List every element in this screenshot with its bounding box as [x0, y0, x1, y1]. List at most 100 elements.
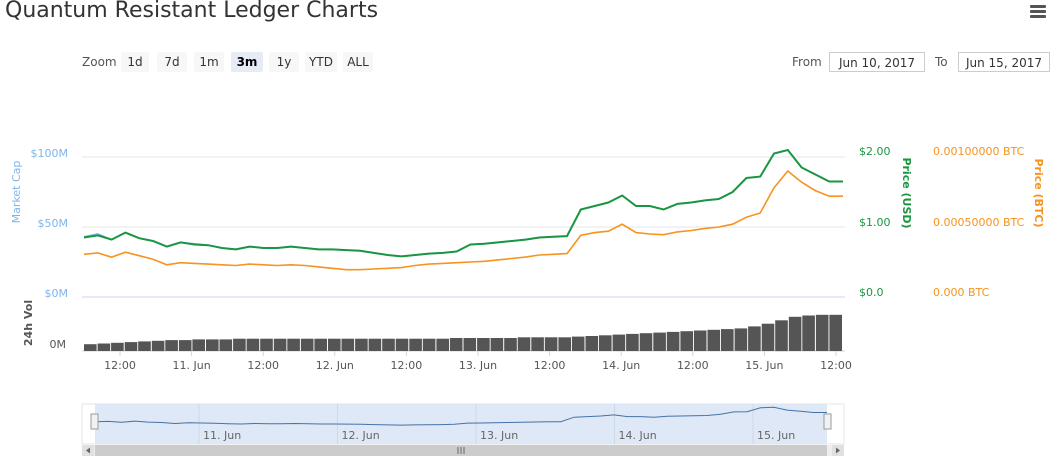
volume-bar	[260, 338, 273, 351]
market-cap-tick: $100M	[31, 147, 69, 160]
volume-bar	[815, 314, 829, 351]
volume-bar	[355, 338, 368, 351]
btc-tick: 0.00050000 BTC	[933, 216, 1025, 229]
hamburger-menu-icon[interactable]	[1030, 5, 1046, 19]
market-cap-line	[83, 149, 843, 258]
page-title: Quantum Resistant Ledger Charts	[5, 0, 379, 23]
volume-bar	[558, 337, 571, 351]
volume-bar	[206, 339, 219, 351]
volume-bar	[138, 341, 151, 351]
volume-bar	[680, 331, 693, 351]
volume-bar	[829, 314, 842, 351]
volume-bar	[666, 331, 680, 351]
zoom-7d-button[interactable]: 7d	[157, 52, 187, 72]
volume-bar	[436, 338, 449, 351]
volume-bar	[219, 339, 233, 351]
volume-bar	[300, 338, 314, 351]
volume-bar	[287, 338, 300, 351]
volume-bar	[748, 326, 761, 351]
zoom-ytd-button[interactable]: YTD	[305, 52, 337, 72]
volume-bar	[328, 338, 341, 351]
volume-bar	[612, 334, 626, 351]
usd-axis-title: Price (USD)	[900, 157, 913, 228]
x-tick-label: 12:00	[534, 359, 566, 372]
x-tick-label: 12:00	[820, 359, 852, 372]
usd-tick: $1.00	[859, 216, 891, 229]
volume-bar	[531, 337, 544, 351]
volume-bar	[246, 338, 260, 351]
volume-bar	[585, 336, 599, 351]
grid-lines	[82, 156, 845, 352]
x-tick-label: 12:00	[104, 359, 136, 372]
volume-bar	[599, 335, 612, 351]
volume-bar	[314, 338, 327, 351]
usd-tick: $0.0	[859, 286, 884, 299]
x-tick-label: 11. Jun	[173, 359, 211, 372]
scrollbar-grip-icon	[457, 447, 465, 454]
volume-bar	[409, 338, 422, 351]
btc-axis-title: Price (BTC)	[1032, 158, 1045, 227]
volume-bar	[653, 332, 666, 351]
x-tick-label: 15. Jun	[745, 359, 783, 372]
btc-tick: 0.000 BTC	[933, 286, 990, 299]
x-tick-label: 13. Jun	[459, 359, 497, 372]
zoom-1m-button[interactable]: 1m	[194, 52, 224, 72]
navigator-left-handle[interactable]	[90, 413, 99, 430]
navigator-tick-label: 12. Jun	[342, 429, 380, 442]
volume-bar	[788, 316, 802, 351]
volume-bar	[151, 340, 165, 352]
volume-bar	[382, 338, 395, 351]
volume-bar	[341, 338, 355, 351]
zoom-3m-button[interactable]: 3m	[231, 52, 263, 72]
volume-bar	[192, 339, 205, 351]
volume-axis-title: 24h Vol	[22, 300, 35, 346]
series-lines	[83, 148, 843, 271]
volume-bar	[504, 338, 517, 351]
btc-tick: 0.00100000 BTC	[933, 145, 1025, 158]
volume-bar	[693, 330, 707, 351]
x-tick-label: 14. Jun	[602, 359, 640, 372]
volume-bar	[639, 333, 653, 351]
volume-bar	[178, 340, 192, 351]
x-axis: 12:00 11. Jun 12:00 12. Jun 12:00 13. Jun 12:0…	[104, 351, 852, 372]
scroll-right-arrow-icon	[836, 447, 840, 454]
navigator-series	[94, 406, 827, 426]
volume-bar	[734, 328, 748, 351]
zoom-label: Zoom	[82, 55, 117, 69]
volume-bar	[395, 338, 409, 351]
volume-bar	[477, 338, 490, 351]
volume-bar	[97, 343, 111, 351]
market-cap-tick: $50M	[38, 217, 69, 230]
market-cap-axis-title: Market Cap	[10, 161, 23, 224]
volume-bar	[233, 338, 246, 351]
from-label: From	[792, 55, 822, 69]
zoom-1d-button[interactable]: 1d	[121, 52, 149, 72]
volume-bar	[165, 340, 178, 351]
volume-bar	[84, 344, 97, 351]
to-date-input[interactable]: Jun 15, 2017	[958, 52, 1050, 72]
price-btc-line	[83, 169, 843, 271]
volume-bar	[802, 315, 815, 351]
usd-tick: $2.00	[859, 145, 891, 158]
x-tick-label: 12:00	[247, 359, 279, 372]
volume-bar	[775, 320, 788, 352]
navigator-right-handle[interactable]	[823, 413, 832, 430]
from-date-input[interactable]: Jun 10, 2017	[829, 52, 925, 72]
volume-bar	[449, 338, 463, 351]
navigator-tick-label: 11. Jun	[203, 429, 241, 442]
x-tick-label: 12:00	[677, 359, 709, 372]
zoom-all-button[interactable]: ALL	[343, 52, 373, 72]
navigator-tick-label: 13. Jun	[480, 429, 518, 442]
zoom-1y-button[interactable]: 1y	[269, 52, 299, 72]
volume-bar	[111, 342, 124, 351]
volume-bar	[490, 338, 504, 351]
volume-bar	[368, 338, 382, 351]
volume-tick: 0M	[50, 338, 67, 351]
volume-bars	[84, 314, 842, 352]
to-label: To	[935, 55, 948, 69]
volume-bar	[761, 323, 775, 351]
volume-bar	[721, 329, 734, 351]
x-tick-label: 12. Jun	[316, 359, 354, 372]
volume-bar	[422, 338, 436, 351]
